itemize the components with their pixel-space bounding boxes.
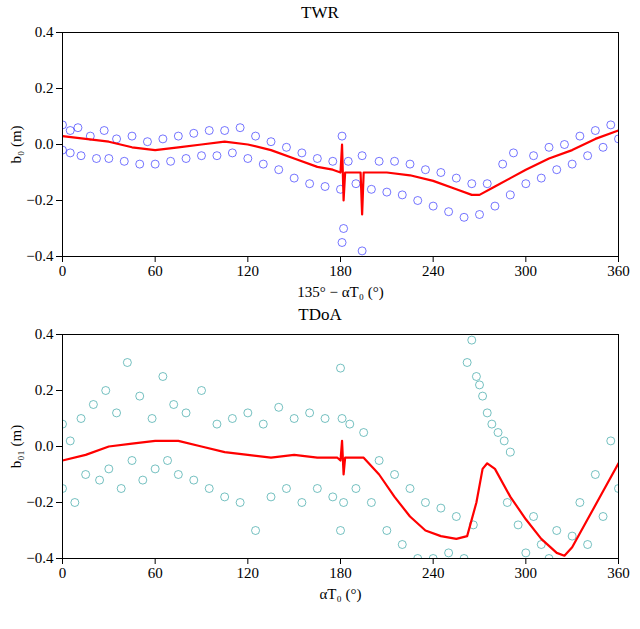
svg-text:−0.4: −0.4 — [26, 550, 54, 566]
svg-text:360: 360 — [607, 565, 630, 581]
svg-text:−0.2: −0.2 — [26, 494, 53, 510]
svg-text:300: 300 — [515, 565, 538, 581]
svg-text:−0.4: −0.4 — [26, 248, 54, 264]
svg-text:0.0: 0.0 — [35, 136, 54, 152]
svg-text:0.4: 0.4 — [35, 326, 54, 342]
svg-text:300: 300 — [515, 263, 538, 279]
svg-text:240: 240 — [422, 263, 445, 279]
svg-text:180: 180 — [329, 263, 352, 279]
svg-text:0: 0 — [59, 565, 67, 581]
svg-text:240: 240 — [422, 565, 445, 581]
svg-text:180: 180 — [329, 565, 352, 581]
svg-text:0.2: 0.2 — [35, 80, 54, 96]
svg-text:120: 120 — [237, 263, 259, 279]
svg-text:360: 360 — [607, 263, 630, 279]
svg-text:b₀ (m): b₀ (m) — [8, 125, 25, 163]
svg-text:135° − αT₀ (°): 135° − αT₀ (°) — [297, 284, 383, 301]
svg-text:60: 60 — [148, 263, 163, 279]
svg-text:b₀₁ (m): b₀₁ (m) — [8, 425, 25, 468]
svg-text:120: 120 — [237, 565, 259, 581]
svg-text:0.4: 0.4 — [35, 24, 54, 40]
svg-text:0: 0 — [59, 263, 67, 279]
svg-text:0.0: 0.0 — [35, 438, 54, 454]
svg-text:60: 60 — [148, 565, 163, 581]
svg-text:αT₀ (°): αT₀ (°) — [320, 586, 362, 603]
html-text:TWR: TWR — [301, 3, 339, 22]
html-text:TDoA: TDoA — [298, 305, 342, 324]
svg-text:−0.2: −0.2 — [26, 192, 53, 208]
svg-text:0.2: 0.2 — [35, 382, 54, 398]
